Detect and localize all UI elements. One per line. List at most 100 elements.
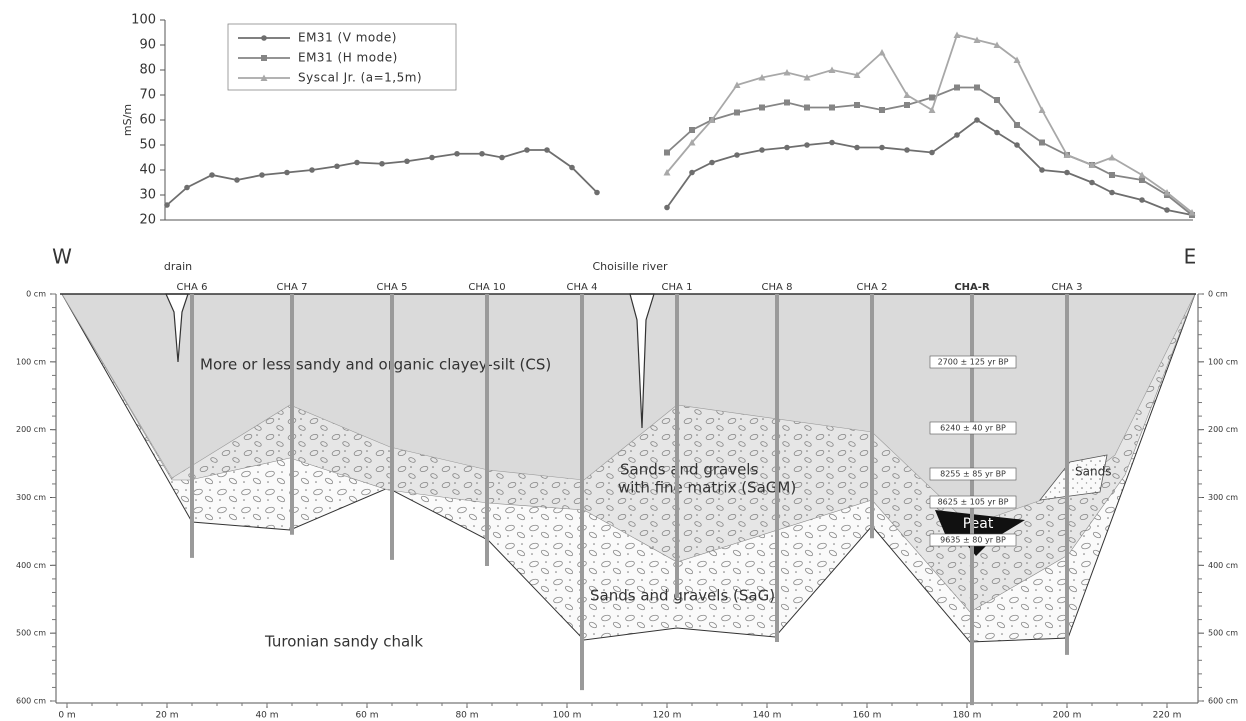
marker xyxy=(664,204,670,211)
marker xyxy=(260,74,268,81)
marker xyxy=(261,35,267,41)
marker xyxy=(663,169,671,176)
y-axis-label: mS/m xyxy=(121,104,134,136)
borehole-label: CHA 8 xyxy=(762,282,793,293)
marker xyxy=(804,142,810,148)
legend-label: EM31 (V mode) xyxy=(298,31,397,45)
borehole-label: CHA-R xyxy=(954,282,990,293)
marker xyxy=(953,31,961,38)
x-tick-label: 220 m xyxy=(1153,711,1182,721)
marker xyxy=(544,147,550,153)
marker xyxy=(1088,161,1096,168)
east-label: E xyxy=(1184,245,1197,269)
x-tick-label: 140 m xyxy=(753,711,782,721)
depth-tick-label: 300 cm xyxy=(16,493,46,502)
marker xyxy=(879,144,885,151)
marker xyxy=(994,129,1000,136)
marker xyxy=(929,149,935,156)
depth-tick-label: 500 cm xyxy=(1208,629,1238,638)
marker xyxy=(688,139,696,146)
marker xyxy=(1109,189,1115,196)
marker xyxy=(783,69,791,76)
y-tick-label: 60 xyxy=(139,113,156,128)
layer-label: Turonian sandy chalk xyxy=(264,633,423,651)
depth-tick-label: 100 cm xyxy=(16,357,46,366)
marker xyxy=(1014,122,1020,128)
marker xyxy=(784,99,790,106)
marker xyxy=(234,177,240,183)
marker xyxy=(708,116,716,123)
date-box xyxy=(929,495,1017,509)
marker xyxy=(664,149,670,156)
marker xyxy=(184,184,190,191)
y-tick-label: 100 xyxy=(131,13,156,28)
marker xyxy=(1063,151,1071,158)
marker xyxy=(1163,189,1171,196)
marker xyxy=(804,104,810,111)
borehole-label: CHA 10 xyxy=(468,282,505,293)
marker xyxy=(1139,177,1145,183)
borehole-label: CHA 6 xyxy=(177,282,208,293)
cross-section xyxy=(55,20,1199,704)
depth-tick-label: 300 cm xyxy=(1208,493,1238,502)
marker xyxy=(904,102,910,108)
marker xyxy=(1138,171,1146,178)
depth-tick-label: 0 cm xyxy=(1208,290,1228,299)
layer-label: Sands and gravels (SaG) xyxy=(590,587,775,605)
sands-label: Sands xyxy=(1075,465,1111,479)
layer-label: with fine matrix (SaGM) xyxy=(618,479,796,497)
date-box xyxy=(929,421,1017,435)
marker xyxy=(734,152,740,158)
marker xyxy=(1038,106,1046,113)
marker xyxy=(209,172,215,178)
drain-label: drain xyxy=(164,260,192,273)
x-tick-label: 120 m xyxy=(653,711,682,721)
marker xyxy=(829,139,835,146)
x-tick-label: 200 m xyxy=(1053,711,1082,721)
marker xyxy=(954,84,960,91)
series-line xyxy=(166,118,1193,216)
marker xyxy=(853,71,861,78)
borehole-label: CHA 4 xyxy=(567,282,598,293)
y-tick-label: 90 xyxy=(139,38,156,53)
date-label: 6240 ± 40 yr BP xyxy=(940,424,1006,433)
marker xyxy=(479,150,485,157)
date-label: 8255 ± 85 yr BP xyxy=(940,470,1006,479)
marker xyxy=(1164,207,1170,213)
marker xyxy=(734,109,740,116)
y-tick-label: 70 xyxy=(139,88,156,103)
marker xyxy=(829,104,835,111)
marker xyxy=(928,106,936,113)
marker xyxy=(994,97,1000,103)
marker xyxy=(334,163,340,170)
date-label: 2700 ± 125 yr BP xyxy=(938,358,1009,367)
x-tick-label: 60 m xyxy=(355,711,378,721)
y-tick-label: 20 xyxy=(139,213,156,228)
marker xyxy=(903,91,911,98)
marker xyxy=(993,41,1001,48)
marker xyxy=(429,154,435,161)
marker xyxy=(1089,179,1095,186)
date-box xyxy=(929,355,1017,369)
borehole-label: CHA 5 xyxy=(377,282,408,293)
marker xyxy=(309,167,315,173)
marker xyxy=(974,84,980,91)
marker xyxy=(1188,209,1196,216)
marker xyxy=(854,102,860,108)
marker xyxy=(803,74,811,81)
marker xyxy=(284,169,290,176)
date-label: 9635 ± 80 yr BP xyxy=(940,536,1006,545)
marker xyxy=(1108,154,1116,161)
depth-tick-label: 600 cm xyxy=(1208,697,1238,706)
x-tick-label: 160 m xyxy=(853,711,882,721)
borehole-label: CHA 7 xyxy=(277,282,308,293)
marker xyxy=(1013,56,1021,63)
depth-tick-label: 400 cm xyxy=(1208,561,1238,570)
y-tick-label: 50 xyxy=(139,138,156,153)
marker xyxy=(1039,167,1045,173)
marker xyxy=(878,49,886,56)
west-label: W xyxy=(52,245,72,269)
marker xyxy=(1109,172,1115,178)
marker xyxy=(354,159,360,166)
